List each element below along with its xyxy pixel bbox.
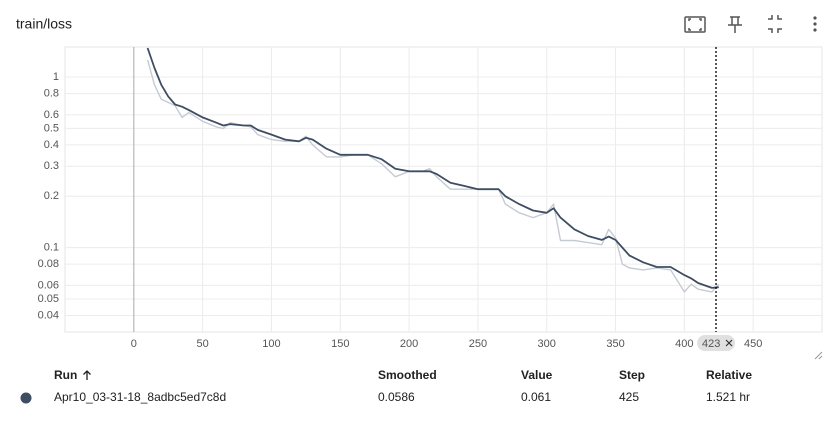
x-tick-label: 450 <box>744 338 762 350</box>
y-tick-label: 0.8 <box>44 87 59 99</box>
cell: 1.521 hr <box>706 390 750 404</box>
y-tick-label: 0.5 <box>44 122 59 134</box>
x-tick-label: 50 <box>197 338 209 350</box>
y-tick-label: 0.04 <box>38 309 59 321</box>
cursor-badge <box>697 335 736 351</box>
column-header[interactable]: Step <box>619 368 645 382</box>
line-series <box>146 59 720 293</box>
x-tick-label: 200 <box>400 338 418 350</box>
toolbar <box>684 15 817 33</box>
menu-button[interactable] <box>813 16 817 32</box>
y-tick-label: 0.1 <box>44 242 59 254</box>
column-header[interactable]: Run <box>54 368 77 382</box>
x-tick-label: 400 <box>675 338 693 350</box>
resize-handle[interactable] <box>814 351 823 360</box>
y-tick-label: 0.2 <box>44 190 59 202</box>
plot-frame <box>64 46 823 333</box>
cursor-close[interactable] <box>725 339 733 347</box>
column-header[interactable]: Relative <box>706 368 752 382</box>
y-tick-label: 1 <box>53 71 59 83</box>
card-title: train/loss <box>16 16 72 32</box>
x-tick-label: 250 <box>469 338 487 350</box>
cell: 425 <box>619 390 639 404</box>
y-tick-label: 0.05 <box>38 293 59 305</box>
run-color-dot <box>20 392 32 404</box>
column-header[interactable]: Value <box>521 368 553 382</box>
x-tick-label: 150 <box>331 338 349 350</box>
y-tick-label: 0.3 <box>44 160 59 172</box>
fit-domain-button[interactable] <box>684 16 706 33</box>
series-group <box>146 47 720 293</box>
cursor-label: 423 <box>702 338 720 350</box>
cell: 0.0586 <box>378 390 415 404</box>
line-series <box>146 47 719 289</box>
y-tick-label: 0.08 <box>38 258 59 270</box>
x-tick-label: 350 <box>606 338 624 350</box>
y-tick-label: 0.4 <box>44 139 59 151</box>
cell: Apr10_03-31-18_8adbc5ed7c8d <box>54 390 226 404</box>
x-tick-label: 300 <box>538 338 556 350</box>
fullscreen-button[interactable] <box>768 15 782 33</box>
plot: 1 0.8 0.60.5 0.4 0.3 0.2 0.1 0.08 0.06 0.05 0.04 0 5… <box>38 46 823 351</box>
y-tick-label: 0.06 <box>38 279 59 291</box>
pin-button[interactable] <box>728 16 742 33</box>
sort-arrow <box>83 370 91 380</box>
x-tick-label: 0 <box>131 338 137 350</box>
column-header[interactable]: Smoothed <box>378 368 437 382</box>
x-tick-label: 100 <box>262 338 280 350</box>
run-table: Run Smoothed Value Step Relative Apr10_03-31-… <box>20 368 752 404</box>
cell: 0.061 <box>521 390 551 404</box>
y-tick-label: 0.6 <box>44 109 59 121</box>
